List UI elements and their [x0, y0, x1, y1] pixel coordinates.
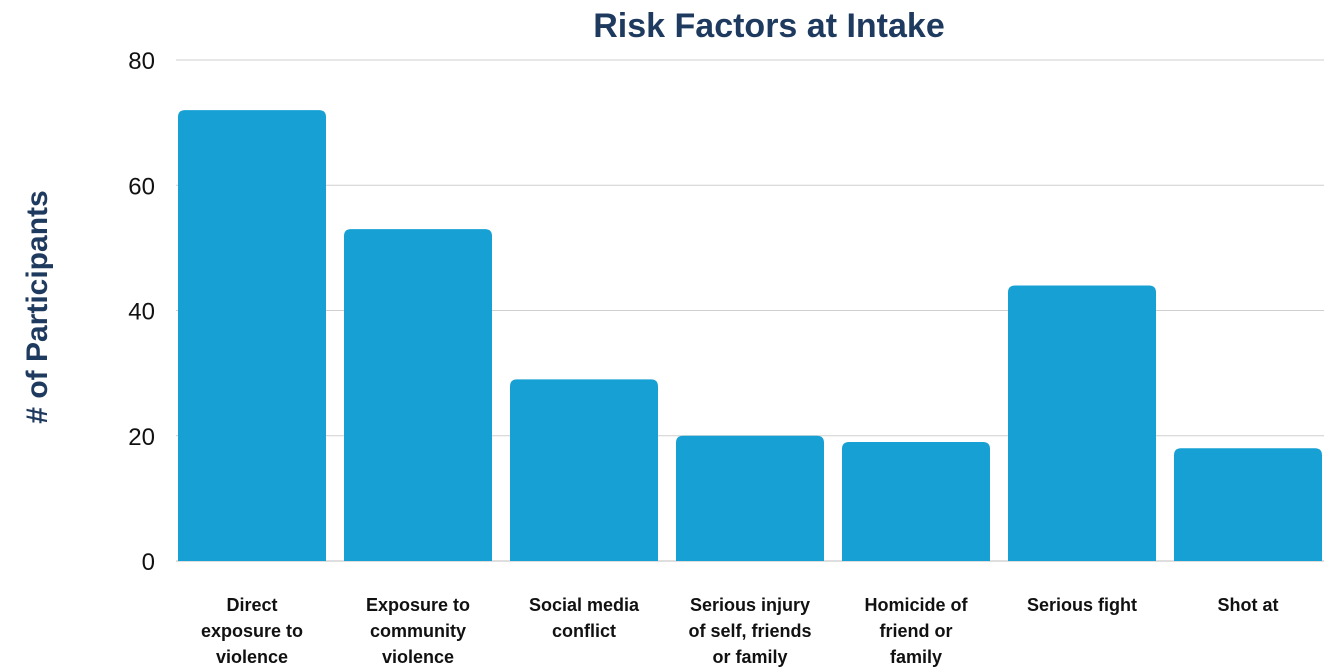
- bar: [510, 379, 658, 561]
- bar: [344, 229, 492, 561]
- bars: [178, 110, 1322, 561]
- x-tick-label: Homicide of friend or family: [864, 595, 968, 667]
- y-tick-label: 0: [142, 549, 155, 576]
- bar: [1174, 448, 1322, 561]
- bar: [1008, 285, 1156, 561]
- x-tick-label: Exposure to community violence: [366, 595, 470, 667]
- y-tick-label: 40: [128, 299, 155, 326]
- x-axis-labels: Direct exposure to violence Exposure to comm…: [201, 595, 1279, 667]
- y-tick-label: 80: [128, 48, 155, 75]
- x-tick-label: Direct exposure to violence: [201, 595, 303, 667]
- y-axis-label: # of Participants: [21, 190, 54, 423]
- x-tick-label: Social media conflict: [529, 595, 640, 641]
- x-tick-label: Serious injury of self, friends or family: [688, 595, 811, 667]
- x-tick-label: Serious fight: [1027, 595, 1137, 615]
- bar: [178, 110, 326, 561]
- x-tick-label: Shot at: [1218, 595, 1279, 615]
- bar: [676, 435, 824, 561]
- y-tick-label: 20: [128, 424, 155, 451]
- y-axis-ticks: 0 20 40 60 80: [128, 48, 155, 576]
- chart-title: Risk Factors at Intake: [593, 7, 944, 45]
- y-tick-label: 60: [128, 173, 155, 200]
- bar: [842, 442, 990, 561]
